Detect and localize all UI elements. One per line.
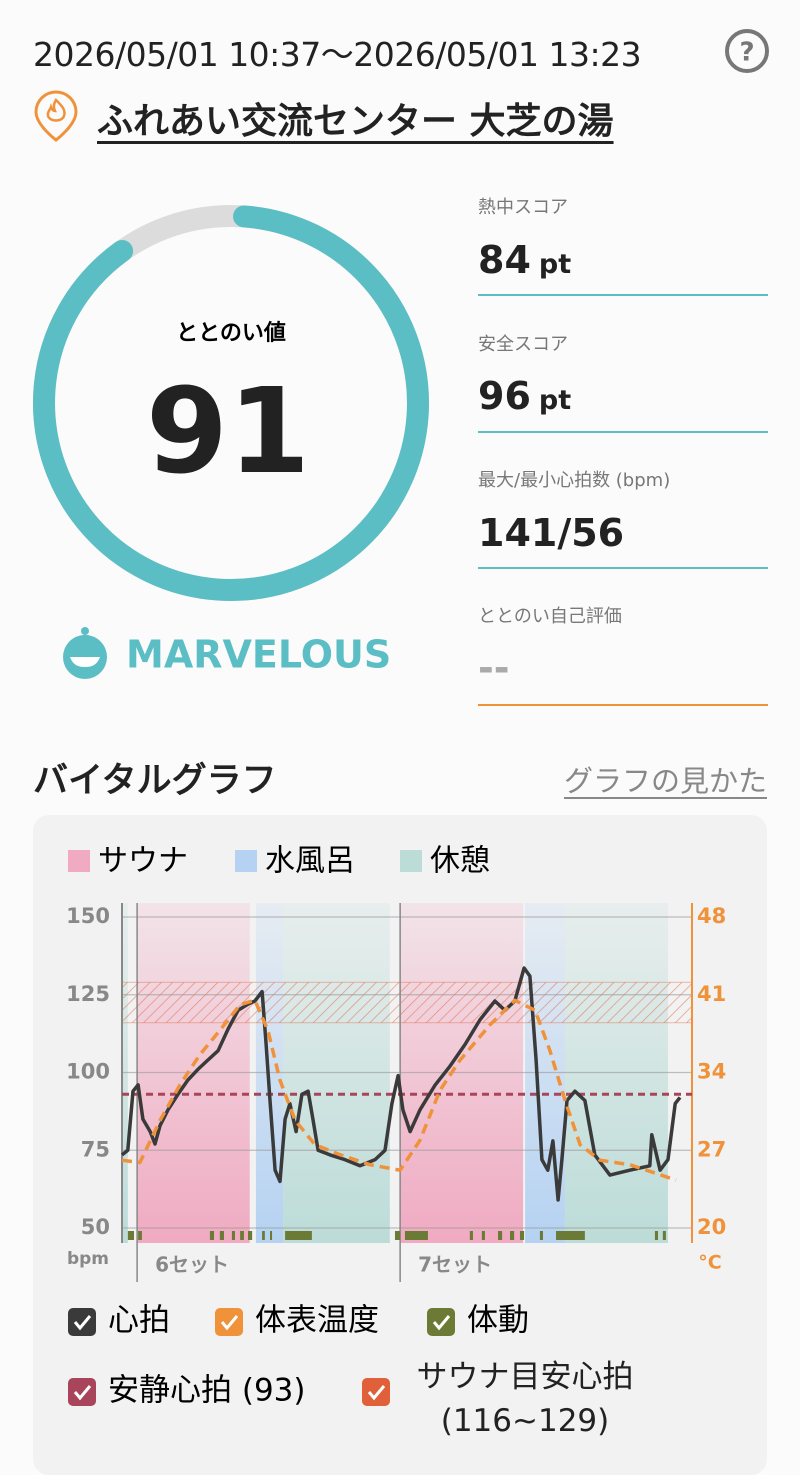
section-title: バイタルグラフ xyxy=(33,761,277,801)
stat-value: 141/56 xyxy=(478,511,625,555)
stat-unit: pt xyxy=(538,385,572,416)
y2-tick-label: 20 xyxy=(697,1215,726,1239)
chart: サウナ 水風呂 休憩 50 75 100 125 150 20 27 34 41 48 bpm °C 6セット… xyxy=(66,844,726,1440)
movement-mark xyxy=(231,1231,235,1240)
rating: MARVELOUS xyxy=(126,633,391,677)
help-link[interactable]: グラフの見かた xyxy=(563,764,767,798)
checkbox xyxy=(427,1308,455,1336)
movement-mark xyxy=(404,1231,428,1240)
gauge-value: 91 xyxy=(146,362,310,500)
phase-legend-swatch xyxy=(235,850,257,872)
gauge: ととのい値 91 MARVELOUS xyxy=(33,205,429,679)
y-tick-label: 125 xyxy=(66,982,110,1006)
help-button[interactable]: ? xyxy=(722,28,772,78)
stat-label: ととのい自己評価 xyxy=(478,606,622,627)
legend-toggle[interactable]: 体動 xyxy=(427,1303,529,1339)
stat-number: 84 xyxy=(478,238,531,282)
check-mark xyxy=(220,1315,239,1331)
movement-mark xyxy=(138,1231,142,1240)
movement-mark xyxy=(269,1231,273,1240)
legend-toggle[interactable]: 体表温度 xyxy=(215,1303,379,1339)
checkbox xyxy=(68,1378,96,1406)
set-label: 7セット xyxy=(418,1253,492,1277)
gauge-arc xyxy=(33,205,429,601)
series-line xyxy=(120,966,682,1202)
legend-label: 体動 xyxy=(467,1303,529,1339)
y2-axis-label: °C xyxy=(698,1252,721,1274)
stat-unit: pt xyxy=(538,249,572,280)
stat-value: 84 pt xyxy=(478,238,571,282)
stat-divider xyxy=(478,567,768,569)
stat-value: 96 pt xyxy=(478,374,571,418)
check-mark xyxy=(73,1315,92,1331)
stat-label: 安全スコア xyxy=(478,334,568,355)
movement-mark xyxy=(209,1231,215,1240)
movement-mark xyxy=(394,1231,401,1240)
movement-mark xyxy=(262,1231,265,1240)
phase-legend-swatch xyxy=(400,850,422,872)
legend-label: 安静心拍 (93) xyxy=(108,1373,306,1409)
check-mark xyxy=(432,1315,451,1331)
facility-icon xyxy=(34,90,78,142)
checkbox xyxy=(215,1308,243,1336)
movement-mark xyxy=(127,1231,135,1240)
legend-toggle[interactable]: 心拍 xyxy=(68,1303,170,1339)
y2-tick-label: 27 xyxy=(697,1137,726,1161)
movement-mark xyxy=(539,1231,543,1240)
y2-tick-label: 34 xyxy=(697,1060,726,1084)
rating-icon xyxy=(63,627,107,679)
legend-label: 体表温度 xyxy=(255,1303,379,1339)
y-tick-label: 150 xyxy=(66,904,110,928)
check-mark xyxy=(73,1385,92,1401)
stat-value[interactable]: -- xyxy=(478,646,510,690)
legend-label: サウナ目安心拍 (116~129) xyxy=(416,1359,634,1439)
y-tick-label: 75 xyxy=(81,1137,110,1161)
y-axis-label: bpm xyxy=(67,1249,109,1269)
check-mark xyxy=(367,1385,386,1401)
stat-divider xyxy=(478,704,768,706)
stat-divider xyxy=(478,294,768,296)
period: 2026/05/01 10:37〜2026/05/01 13:23 xyxy=(33,35,642,74)
movement-mark xyxy=(497,1231,503,1240)
movement-mark xyxy=(654,1231,659,1240)
gauge-label: ととのい値 xyxy=(176,321,286,346)
movement-mark xyxy=(556,1231,585,1240)
movement-mark xyxy=(510,1231,515,1240)
movement-mark xyxy=(240,1231,244,1240)
stat-number: 96 xyxy=(478,374,531,418)
help-text: ? xyxy=(739,38,754,68)
stat-label: 熱中スコア xyxy=(478,197,568,218)
checkbox xyxy=(362,1378,390,1406)
phase-legend-label: 休憩 xyxy=(430,844,490,879)
set-label: 6セット xyxy=(155,1253,229,1277)
movement-mark xyxy=(469,1231,473,1240)
movement-mark xyxy=(248,1231,253,1240)
movement-mark xyxy=(285,1231,312,1240)
phase-legend-label: サウナ xyxy=(98,844,188,879)
legend-toggle[interactable] xyxy=(362,1378,390,1406)
y-tick-label: 100 xyxy=(66,1060,110,1084)
stat-label: 最大/最小心拍数 (bpm) xyxy=(478,470,671,491)
facility-link[interactable]: ふれあい交流センター 大芝の湯 xyxy=(97,101,614,142)
checkbox xyxy=(68,1308,96,1336)
y-tick-label: 50 xyxy=(81,1215,110,1239)
legend-toggle[interactable]: 安静心拍 (93) xyxy=(68,1373,306,1409)
target-band xyxy=(121,981,693,1024)
phase-legend-label: 水風呂 xyxy=(265,844,355,879)
movement-mark xyxy=(481,1231,485,1240)
movement-mark xyxy=(219,1231,224,1240)
legend-label: 心拍 xyxy=(108,1303,170,1339)
series-line xyxy=(121,998,677,1182)
stat-divider xyxy=(478,431,768,433)
movement-mark xyxy=(519,1231,525,1240)
legend-label-box: サウナ目安心拍 (116~129) xyxy=(416,1359,634,1439)
y2-tick-label: 41 xyxy=(697,982,726,1006)
phase-legend-swatch xyxy=(68,850,90,872)
movement-mark xyxy=(662,1231,666,1240)
y2-tick-label: 48 xyxy=(697,904,726,928)
